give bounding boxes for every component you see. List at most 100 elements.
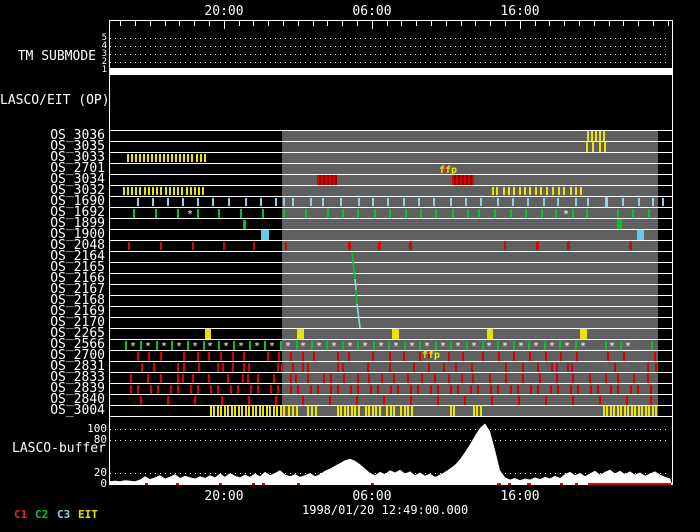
- event-asterisk: *: [362, 341, 369, 352]
- event-mark: [505, 363, 507, 372]
- event-mark: [461, 374, 463, 383]
- event-mark: [167, 154, 169, 162]
- row-separator: [109, 130, 673, 131]
- event-mark: [290, 374, 292, 383]
- event-mark: [605, 374, 607, 383]
- event-mark: [617, 406, 619, 416]
- event-mark: [513, 341, 515, 350]
- event-mark: [604, 142, 606, 152]
- hour-tick: [357, 21, 358, 26]
- event-mark: [435, 341, 437, 350]
- event-mark: [519, 187, 521, 195]
- row-label: OS_2169: [50, 304, 105, 319]
- event-mark: [388, 341, 390, 350]
- event-mark: [155, 209, 157, 218]
- event-mark: [140, 396, 142, 405]
- tm-submode-label: TM SUBMODE: [17, 49, 96, 64]
- event-asterisk: *: [223, 341, 230, 352]
- event-mark: [446, 165, 448, 171]
- shaded-region: [282, 197, 658, 207]
- event-asterisk: *: [518, 341, 525, 352]
- event-mark: [277, 385, 279, 394]
- event-mark: [292, 198, 294, 206]
- row-label: OS_2831: [50, 359, 105, 374]
- event-mark: [357, 385, 359, 394]
- event-mark: [557, 198, 559, 206]
- event-mark: [498, 352, 500, 361]
- event-mark: [545, 352, 547, 361]
- event-mark: [529, 187, 531, 195]
- time-label-top: 16:00: [500, 4, 540, 19]
- row-label: OS_3033: [50, 150, 105, 165]
- event-mark: [347, 406, 349, 416]
- event-mark: [528, 341, 530, 350]
- hour-tick: [342, 21, 343, 26]
- event-mark: [389, 363, 391, 372]
- tm-level-label: 5: [101, 33, 107, 43]
- event-mark: [227, 374, 229, 383]
- event-mark: [517, 385, 519, 394]
- shaded-region: [282, 395, 658, 405]
- event-mark: [192, 374, 194, 383]
- event-mark: [278, 352, 280, 361]
- tm-level-label: 2: [101, 57, 107, 67]
- row-separator: [109, 350, 673, 351]
- event-mark: [455, 363, 457, 372]
- hour-tick: [194, 21, 195, 26]
- event-mark: [230, 385, 232, 394]
- event-mark: [330, 374, 332, 383]
- event-mark: [167, 396, 169, 405]
- event-mark: [510, 385, 512, 394]
- event-asterisk: *: [269, 341, 276, 352]
- row-label: OS_1692: [50, 205, 105, 220]
- event-mark: [580, 329, 587, 339]
- event-mark: [378, 242, 381, 250]
- event-mark: [368, 406, 370, 416]
- hour-tick: [446, 21, 447, 26]
- event-mark: [387, 198, 389, 206]
- event-mark: [131, 187, 133, 195]
- event-mark: [638, 406, 640, 416]
- tm-level-gridline: [110, 54, 670, 55]
- row-separator: [109, 141, 673, 142]
- event-mark: [480, 406, 482, 416]
- hour-tick: [535, 21, 536, 26]
- event-mark: [143, 154, 145, 162]
- top-axis-line: [109, 20, 673, 21]
- event-mark: [617, 219, 622, 229]
- hour-tick: [594, 21, 595, 26]
- buffer-baseline-mark: [145, 483, 148, 485]
- event-mark: [428, 352, 430, 358]
- legend-item: C2: [35, 508, 49, 521]
- row-separator: [109, 273, 673, 274]
- event-mark: [194, 396, 196, 405]
- event-mark: [198, 187, 200, 195]
- row-label: OS_3032: [50, 183, 105, 198]
- buffer-baseline-mark: [575, 483, 578, 485]
- event-mark: [617, 385, 619, 394]
- event-mark: [638, 198, 640, 206]
- shaded-region: [282, 153, 658, 163]
- hour-tick: [313, 21, 314, 26]
- event-mark: [242, 374, 244, 383]
- event-mark: [290, 352, 292, 361]
- buffer-ytick-label: 100: [87, 422, 107, 435]
- event-mark: [450, 385, 452, 394]
- buffer-gridline: [110, 429, 670, 430]
- row-label: OS_2164: [50, 249, 105, 264]
- row-separator: [109, 196, 673, 197]
- event-mark: [296, 341, 298, 350]
- hour-tick: [283, 21, 284, 26]
- event-mark: [603, 406, 605, 416]
- row-label: OS_3035: [50, 139, 105, 154]
- row-label: OS_2840: [50, 392, 105, 407]
- event-asterisk: *: [161, 341, 168, 352]
- event-mark: [222, 363, 224, 372]
- event-mark: [595, 131, 597, 141]
- event-mark: [392, 329, 399, 339]
- hour-tick: [150, 21, 151, 26]
- event-mark: [575, 341, 577, 350]
- row-label: OS_1900: [50, 227, 105, 242]
- event-mark: [662, 198, 664, 206]
